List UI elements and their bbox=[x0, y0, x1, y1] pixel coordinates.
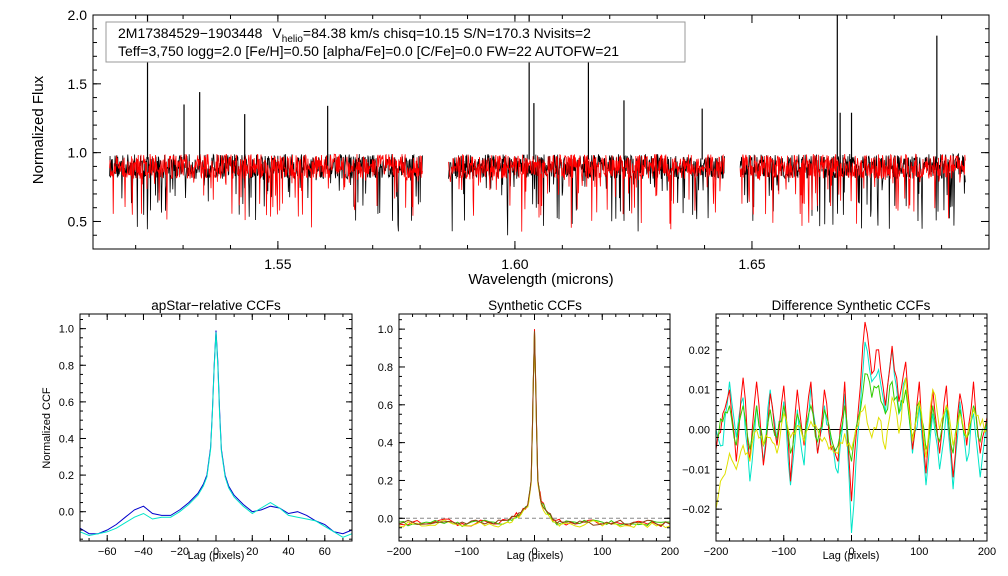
y-tick-label: 0.6 bbox=[378, 400, 393, 412]
synthetic-ccf-panel: Synthetic CCFs −200 −100 0 100 200 0.0 0.2 0.4 0… bbox=[378, 298, 679, 562]
apstar-ccf-frame bbox=[79, 313, 353, 542]
ccf-series-line bbox=[79, 330, 353, 535]
y-tick-label: −0.01 bbox=[682, 464, 710, 476]
x-tick-label: 60 bbox=[319, 546, 331, 558]
spectrum-y-axis-title: Normalized Flux bbox=[30, 75, 47, 184]
ccf-series-line bbox=[715, 377, 988, 510]
vhelio-symbol: V bbox=[272, 25, 282, 41]
y-tick-label: −0.02 bbox=[682, 504, 710, 516]
difference-ccf-series-group bbox=[715, 321, 988, 534]
y-tick-label: 1.5 bbox=[68, 76, 88, 92]
y-tick-label: 0.8 bbox=[378, 362, 393, 374]
synthetic-ccf-series-group bbox=[398, 329, 671, 529]
x-tick-label: 1.55 bbox=[264, 256, 291, 272]
synthetic-ccf-ticks: −200 −100 0 100 200 0.0 0.2 0.4 0.6 0.8 1.0 bbox=[378, 314, 679, 558]
x-tick-label: 100 bbox=[593, 546, 611, 558]
y-tick-label: 2.0 bbox=[68, 7, 88, 23]
y-tick-label: 0.2 bbox=[378, 475, 393, 487]
apstar-ccf-title: apStar−relative CCFs bbox=[151, 298, 281, 313]
ccf-series-line bbox=[398, 330, 671, 528]
x-tick-label: 200 bbox=[978, 546, 996, 558]
apstar-ccf-x-axis-title: Lag (pixels) bbox=[188, 550, 245, 562]
x-tick-label: −40 bbox=[134, 546, 153, 558]
x-tick-label: −60 bbox=[98, 546, 117, 558]
x-tick-label: 100 bbox=[910, 546, 928, 558]
x-tick-label: 1.65 bbox=[738, 256, 765, 272]
y-tick-label: 0.02 bbox=[689, 345, 710, 357]
y-tick-label: 0.8 bbox=[59, 360, 74, 372]
y-tick-label: 1.0 bbox=[59, 324, 74, 336]
x-tick-label: −200 bbox=[387, 546, 412, 558]
x-tick-label: −100 bbox=[454, 546, 479, 558]
info-line-1: 2M17384529−1903448 Vhelio=84.38 km/s chis… bbox=[118, 25, 591, 45]
info-box-frame bbox=[105, 21, 686, 63]
difference-ccf-x-axis-title: Lag (pixels) bbox=[823, 550, 880, 562]
x-tick-label: 20 bbox=[246, 546, 258, 558]
spectrum-model-line bbox=[739, 153, 966, 226]
ccf-series-line bbox=[715, 341, 988, 534]
y-tick-label: 0.00 bbox=[689, 424, 710, 436]
difference-ccf-title: Difference Synthetic CCFs bbox=[772, 298, 931, 313]
y-tick-label: 0.4 bbox=[59, 433, 74, 445]
apstar-ccf-panel: apStar−relative CCFs −60 −40 −20 0 20 40 60 0.0… bbox=[41, 298, 353, 562]
info-line-2: Teff=3,750 logg=2.0 [Fe/H]=0.50 [alpha/F… bbox=[118, 43, 619, 59]
y-tick-label: 0.6 bbox=[59, 397, 74, 409]
difference-ccf-panel: Difference Synthetic CCFs −200 −100 0 100 20… bbox=[682, 298, 996, 562]
x-tick-label: 0 bbox=[531, 546, 537, 558]
ccf-series-line bbox=[79, 332, 353, 538]
y-tick-label: 0.0 bbox=[378, 513, 393, 525]
synthetic-ccf-x-axis-title: Lag (pixels) bbox=[507, 550, 564, 562]
ccf-series-line bbox=[398, 330, 671, 527]
y-tick-label: 1.0 bbox=[378, 324, 393, 336]
apstar-ccf-series-group bbox=[79, 330, 353, 538]
difference-ccf-ticks: −200 −100 0 100 200 −0.02 −0.01 0.00 0.01 0.02 bbox=[682, 314, 996, 558]
spectrum-model-line bbox=[448, 154, 725, 232]
y-tick-label: 0.5 bbox=[68, 213, 88, 229]
x-tick-label: 40 bbox=[282, 546, 294, 558]
spectrum-x-axis-title: Wavelength (microns) bbox=[468, 271, 613, 288]
x-tick-label: −20 bbox=[170, 546, 189, 558]
spectrum-panel: 1.55 1.60 1.65 0.5 1.0 1.5 2.0 Wavelength (mic… bbox=[30, 7, 990, 288]
difference-ccf-frame bbox=[715, 313, 988, 542]
x-tick-label: −200 bbox=[704, 546, 729, 558]
vhelio-subscript: helio bbox=[282, 34, 304, 45]
y-tick-label: 0.0 bbox=[59, 507, 74, 519]
ccf-series-line bbox=[715, 373, 988, 462]
y-tick-label: 1.0 bbox=[68, 145, 88, 161]
x-tick-label: 0 bbox=[213, 546, 219, 558]
x-tick-label: 1.60 bbox=[501, 256, 528, 272]
star-id: 2M17384529−1903448 bbox=[118, 25, 263, 41]
apstar-ccf-y-axis-title: Normalized CCF bbox=[41, 387, 53, 469]
y-tick-label: 0.4 bbox=[378, 438, 393, 450]
spectrum-plot-frame bbox=[92, 14, 990, 250]
y-tick-label: 0.01 bbox=[689, 385, 710, 397]
y-tick-label: 0.2 bbox=[59, 470, 74, 482]
spectrum-info-box: 2M17384529−1903448 Vhelio=84.38 km/s chis… bbox=[105, 21, 686, 63]
x-tick-label: 0 bbox=[848, 546, 854, 558]
synthetic-ccf-title: Synthetic CCFs bbox=[488, 298, 582, 313]
ccf-series-line bbox=[398, 332, 671, 529]
spectrum-model-line bbox=[109, 153, 423, 228]
info-line-1-values: =84.38 km/s chisq=10.15 S/N=170.3 Nvisit… bbox=[303, 25, 591, 41]
x-tick-label: 200 bbox=[661, 546, 679, 558]
x-tick-label: −100 bbox=[771, 546, 796, 558]
apstar-ccf-ticks: −60 −40 −20 0 20 40 60 0.0 0.2 0.4 0.6 0.8 1.0 bbox=[59, 314, 352, 558]
spectrum-ticks: 1.55 1.60 1.65 0.5 1.0 1.5 2.0 bbox=[68, 7, 989, 272]
ccf-series-line bbox=[398, 329, 671, 528]
